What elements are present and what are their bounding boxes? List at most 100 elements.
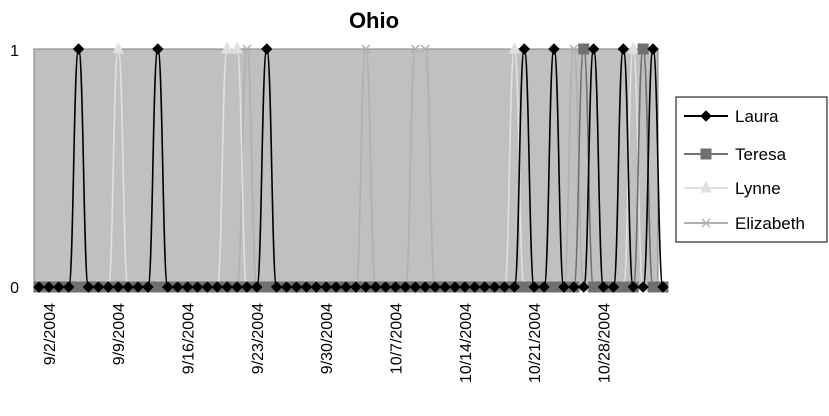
point-laura-26 <box>290 281 303 293</box>
point-laura-11 <box>142 281 154 293</box>
point-laura-34 <box>370 281 382 293</box>
legend-label-laura: Laura <box>735 107 779 126</box>
point-laura-17 <box>201 281 214 293</box>
point-lynne-20 <box>231 41 243 54</box>
point-laura-10 <box>132 281 144 293</box>
x-tick-label-6: 10/14/2004 <box>458 303 475 383</box>
point-elizabeth-39-b <box>420 44 430 54</box>
point-laura-19 <box>221 281 233 293</box>
point-laura-40 <box>429 281 441 293</box>
point-teresa-56 <box>588 281 600 293</box>
point-laura-29 <box>320 281 332 293</box>
point-lynne-19 <box>221 41 233 54</box>
point-laura-22 <box>251 281 263 293</box>
point-laura-8 <box>112 281 124 293</box>
point-teresa-12 <box>152 281 164 293</box>
point-laura-61 <box>637 281 649 293</box>
legend-label-elizabeth: Elizabeth <box>735 214 805 233</box>
point-teresa-59 <box>617 281 629 293</box>
point-laura-51 <box>538 281 550 293</box>
point-laura-36 <box>389 281 402 293</box>
point-laura-63 <box>657 281 669 293</box>
point-laura-30 <box>330 281 342 293</box>
point-laura-31 <box>340 281 352 293</box>
point-laura-50 <box>528 281 540 293</box>
legend: Laura Teresa Lynne Elizabeth <box>684 107 805 233</box>
point-elizabeth-54 <box>569 44 579 54</box>
point-laura-59 <box>617 43 630 55</box>
point-laura-25 <box>280 281 293 293</box>
point-elizabeth-54-b <box>569 44 579 54</box>
legend-box <box>675 96 828 243</box>
legend-marker-teresa <box>700 148 712 160</box>
legend-label-lynne: Lynne <box>735 179 781 198</box>
point-laura-35 <box>379 281 392 293</box>
point-laura-45 <box>478 281 491 293</box>
point-laura-20 <box>231 281 243 293</box>
point-lynne-8 <box>112 41 124 54</box>
point-teresa-55 <box>578 43 590 55</box>
point-laura-15 <box>181 281 194 293</box>
point-elizabeth-21 <box>242 44 252 54</box>
x-tick-label-1: 9/9/2004 <box>111 303 128 365</box>
point-laura-48 <box>508 281 521 293</box>
x-axis: 9/2/2004 9/9/2004 9/16/2004 9/23/2004 9/30/2… <box>42 303 614 383</box>
point-laura-1 <box>43 281 55 293</box>
legend-item-elizabeth: Elizabeth <box>684 214 805 233</box>
point-laura-12 <box>152 43 164 55</box>
point-laura-46 <box>488 281 501 293</box>
point-elizabeth-38-b <box>410 44 420 54</box>
point-laura-55 <box>578 281 590 293</box>
point-laura-6 <box>92 281 105 293</box>
point-laura-2 <box>53 281 65 293</box>
point-laura-32 <box>350 281 362 293</box>
point-laura-54 <box>568 281 580 293</box>
y-tick-label-0: 0 <box>10 280 19 297</box>
point-lynne-60 <box>627 41 640 54</box>
point-laura-62 <box>647 43 659 55</box>
point-laura-18 <box>211 281 223 293</box>
legend-marker-elizabeth-b <box>701 218 711 228</box>
series-layer <box>33 41 669 293</box>
point-teresa-4 <box>73 281 85 293</box>
point-laura-44 <box>469 281 481 293</box>
chart-title: Ohio <box>349 8 399 33</box>
point-laura-53 <box>558 281 570 293</box>
point-laura-9 <box>122 281 134 293</box>
point-teresa-52 <box>548 281 560 293</box>
x-tick-label-0: 9/2/2004 <box>42 303 59 365</box>
point-laura-27 <box>300 281 313 293</box>
point-laura-21 <box>241 281 253 293</box>
series-laura <box>33 43 669 293</box>
x-tick-label-5: 10/7/2004 <box>389 303 406 374</box>
point-laura-37 <box>399 281 412 293</box>
legend-item-lynne: Lynne <box>684 179 781 198</box>
legend-marker-lynne <box>700 180 712 193</box>
point-teresa-49 <box>518 281 530 293</box>
point-laura-57 <box>597 281 610 293</box>
point-laura-58 <box>607 281 620 293</box>
point-laura-3 <box>62 281 75 293</box>
point-laura-23 <box>261 43 273 55</box>
point-laura-49 <box>518 43 530 55</box>
legend-marker-laura <box>700 110 712 122</box>
point-teresa-23 <box>261 281 273 293</box>
point-laura-33 <box>360 281 372 293</box>
point-laura-16 <box>191 281 204 293</box>
point-laura-52 <box>548 43 560 55</box>
point-laura-47 <box>498 281 511 293</box>
point-lynne-48 <box>508 41 521 54</box>
point-elizabeth-39 <box>420 44 430 54</box>
plot-area <box>33 48 659 288</box>
legend-label-teresa: Teresa <box>735 145 787 164</box>
point-elizabeth-33 <box>361 44 371 54</box>
point-laura-5 <box>82 281 95 293</box>
point-laura-7 <box>102 281 114 293</box>
point-laura-24 <box>270 281 283 293</box>
point-laura-13 <box>162 281 174 293</box>
legend-item-teresa: Teresa <box>684 145 787 164</box>
point-laura-0 <box>33 281 45 293</box>
point-teresa-62 <box>647 281 659 293</box>
legend-marker-elizabeth <box>701 218 711 228</box>
